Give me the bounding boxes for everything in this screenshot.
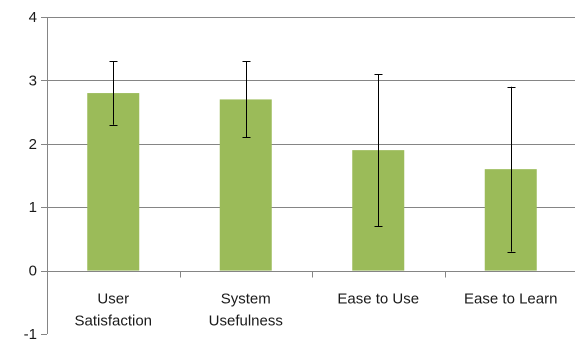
- category-label: Ease to Learn: [464, 291, 557, 308]
- y-tick-label: 2: [29, 136, 37, 153]
- tick-labels: -1 0 1 2 3 4 User Satisfaction System Usefulness E…: [24, 9, 558, 339]
- y-tick-label: 0: [29, 263, 37, 280]
- category-label: Ease to Use: [337, 291, 419, 308]
- axes: [41, 17, 575, 335]
- y-tick-label: 1: [29, 199, 37, 216]
- y-tick-label: -1: [24, 326, 37, 339]
- y-tick-label: 3: [29, 72, 37, 89]
- category-label: System Usefulness: [209, 291, 283, 330]
- bar: [219, 99, 272, 271]
- y-tick-label: 4: [29, 9, 37, 26]
- error-bars: [109, 61, 516, 253]
- bars: [87, 93, 537, 271]
- category-label: User Satisfaction: [74, 291, 152, 330]
- bar: [484, 169, 537, 271]
